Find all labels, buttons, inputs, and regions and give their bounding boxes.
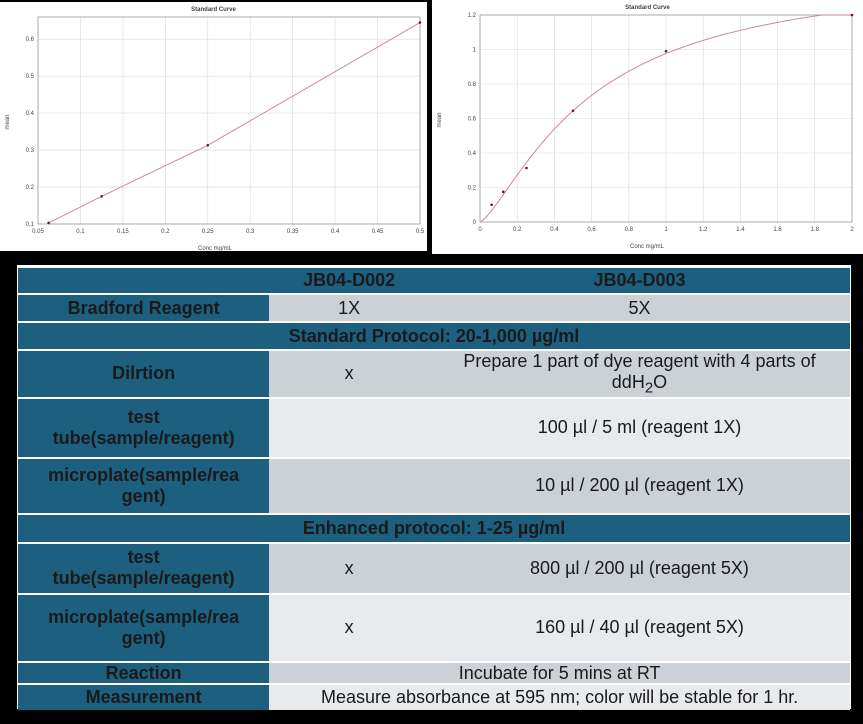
svg-text:0.5: 0.5 [416,229,425,235]
svg-text:0.1: 0.1 [26,222,35,228]
svg-text:1.2: 1.2 [468,13,477,19]
svg-text:0: 0 [478,227,482,233]
svg-text:0.45: 0.45 [372,229,384,235]
svg-text:1: 1 [664,227,668,233]
svg-text:mean: mean [437,112,443,127]
svg-text:0.15: 0.15 [117,229,129,235]
svg-text:0.25: 0.25 [202,229,214,235]
svg-text:Conc mg/mL: Conc mg/mL [198,246,233,252]
svg-text:Conc mg/mL: Conc mg/mL [630,244,665,250]
svg-text:0.4: 0.4 [468,151,477,157]
svg-text:mean: mean [5,114,11,129]
svg-text:0.8: 0.8 [625,227,634,233]
svg-text:1: 1 [473,48,477,54]
svg-text:0.4: 0.4 [550,227,559,233]
svg-text:0.2: 0.2 [513,227,522,233]
svg-text:0: 0 [473,220,477,226]
svg-text:0.6: 0.6 [468,117,477,123]
svg-text:0.05: 0.05 [32,229,44,235]
svg-text:0.35: 0.35 [287,229,299,235]
svg-text:0.4: 0.4 [26,111,35,117]
svg-text:0.3: 0.3 [26,148,35,154]
svg-text:0.4: 0.4 [331,229,340,235]
svg-text:0.2: 0.2 [468,186,477,192]
svg-text:1.2: 1.2 [699,227,708,233]
svg-text:0.6: 0.6 [26,37,35,43]
svg-text:1.4: 1.4 [736,227,745,233]
svg-text:0.6: 0.6 [587,227,596,233]
svg-text:0.3: 0.3 [246,229,255,235]
svg-text:0.1: 0.1 [76,229,85,235]
svg-text:0.2: 0.2 [26,185,35,191]
svg-text:1.8: 1.8 [811,227,820,233]
svg-text:0.5: 0.5 [26,74,35,80]
svg-text:2: 2 [850,227,854,233]
svg-text:0.8: 0.8 [468,82,477,88]
svg-text:0.2: 0.2 [161,229,170,235]
svg-text:1.6: 1.6 [773,227,782,233]
